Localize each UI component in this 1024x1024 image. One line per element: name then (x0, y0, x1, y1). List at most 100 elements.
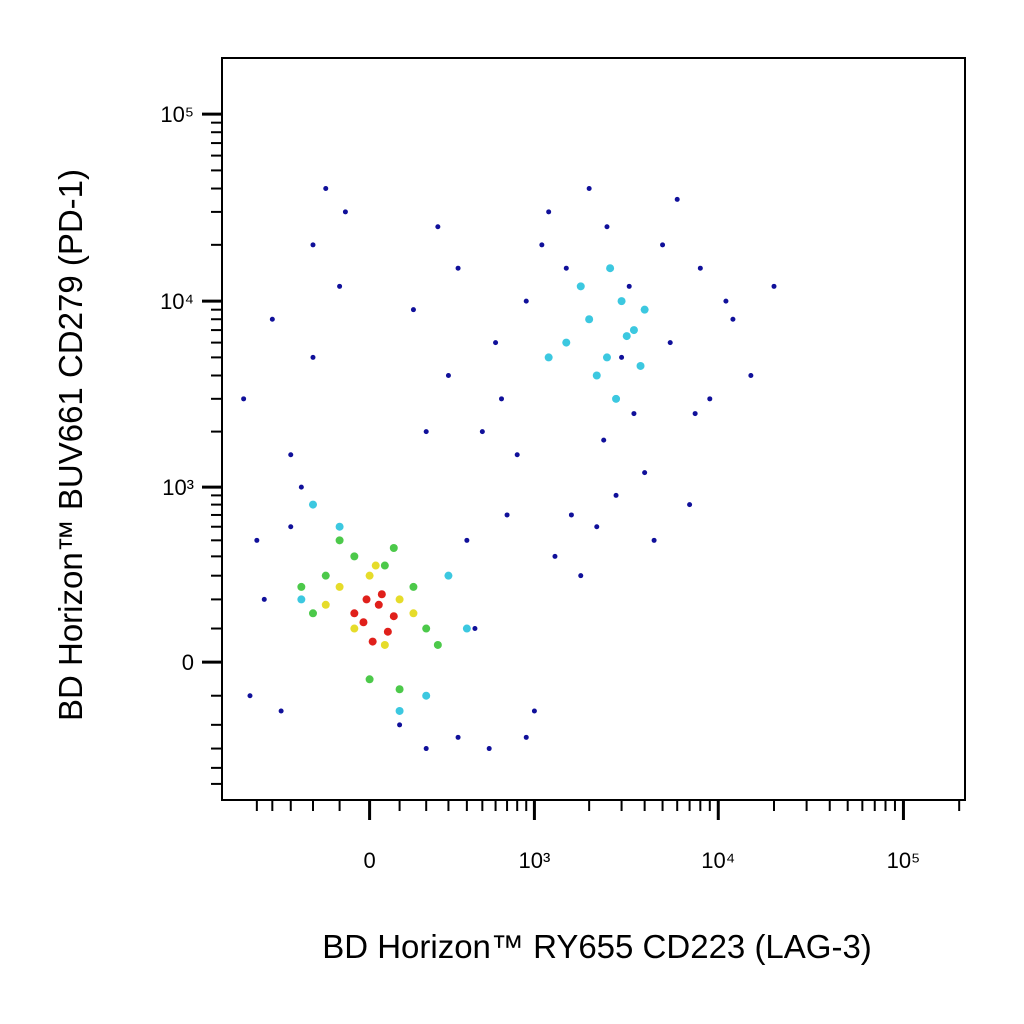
point (622, 332, 631, 341)
point (350, 552, 359, 561)
point (531, 708, 537, 714)
point (642, 470, 648, 476)
point (423, 746, 429, 752)
point (514, 452, 520, 458)
point (660, 242, 666, 248)
x-tick-label: 10⁴ (701, 848, 735, 873)
point (651, 537, 657, 543)
point (592, 371, 601, 380)
point (297, 582, 306, 591)
point (544, 353, 553, 362)
point (617, 297, 626, 306)
point (350, 609, 359, 618)
point (342, 209, 348, 215)
point (422, 624, 431, 633)
point (368, 637, 377, 646)
point (445, 373, 451, 379)
point (636, 361, 645, 370)
point (444, 571, 453, 580)
y-axis-title: BD Horizon™ BUV661 CD279 (PD-1) (52, 169, 89, 721)
point (308, 500, 317, 509)
point (362, 595, 371, 604)
point (241, 396, 247, 402)
point (365, 571, 374, 580)
point (486, 746, 492, 752)
point (539, 242, 545, 248)
point (629, 326, 638, 335)
point (455, 265, 461, 271)
point (562, 338, 571, 347)
point (371, 561, 380, 570)
point (310, 354, 316, 360)
point (380, 640, 389, 649)
point (335, 522, 344, 531)
point (380, 561, 389, 570)
point (395, 595, 404, 604)
plot-frame (221, 57, 966, 801)
point (578, 573, 584, 579)
point (389, 612, 398, 621)
point (723, 298, 729, 304)
point (546, 209, 552, 215)
x-axis-title: BD Horizon™ RY655 CD223 (LAG-3) (322, 928, 872, 965)
point (374, 600, 383, 609)
point (674, 196, 680, 202)
point (586, 186, 592, 192)
point (337, 283, 343, 289)
point (748, 373, 754, 379)
point (479, 429, 485, 435)
point (410, 307, 416, 313)
point (422, 691, 431, 700)
point (594, 524, 600, 530)
point (568, 512, 574, 518)
point (298, 484, 304, 490)
point (604, 224, 610, 230)
point (308, 609, 317, 618)
point (523, 734, 529, 740)
point (365, 675, 374, 684)
point (389, 543, 398, 552)
point (350, 624, 359, 633)
point (687, 502, 693, 508)
point (472, 626, 478, 632)
point (359, 618, 368, 627)
point (323, 186, 329, 192)
y-tick-label: 10⁴ (160, 289, 194, 314)
point (606, 264, 615, 273)
point (730, 316, 736, 322)
point (383, 627, 392, 636)
point (613, 492, 619, 498)
point (261, 596, 267, 602)
point (697, 265, 703, 271)
point (464, 537, 470, 543)
point (667, 340, 673, 346)
point (278, 708, 284, 714)
point (631, 411, 637, 417)
point (585, 315, 594, 324)
point (321, 600, 330, 609)
point (269, 316, 275, 322)
point (321, 571, 330, 580)
point (409, 609, 418, 618)
point (552, 553, 558, 559)
point (602, 353, 611, 362)
point (409, 582, 418, 591)
point (707, 396, 713, 402)
x-tick-label: 10³ (519, 848, 551, 873)
point (455, 734, 461, 740)
point (335, 582, 344, 591)
point (493, 340, 499, 346)
y-tick-label: 0 (182, 650, 194, 675)
point (377, 590, 386, 599)
point (499, 396, 505, 402)
point (626, 283, 632, 289)
point (395, 706, 404, 715)
point (601, 437, 607, 443)
point (288, 452, 294, 458)
point (254, 537, 260, 543)
point (423, 429, 429, 435)
point (523, 298, 529, 304)
point (310, 242, 316, 248)
y-tick-label: 10³ (162, 475, 194, 500)
